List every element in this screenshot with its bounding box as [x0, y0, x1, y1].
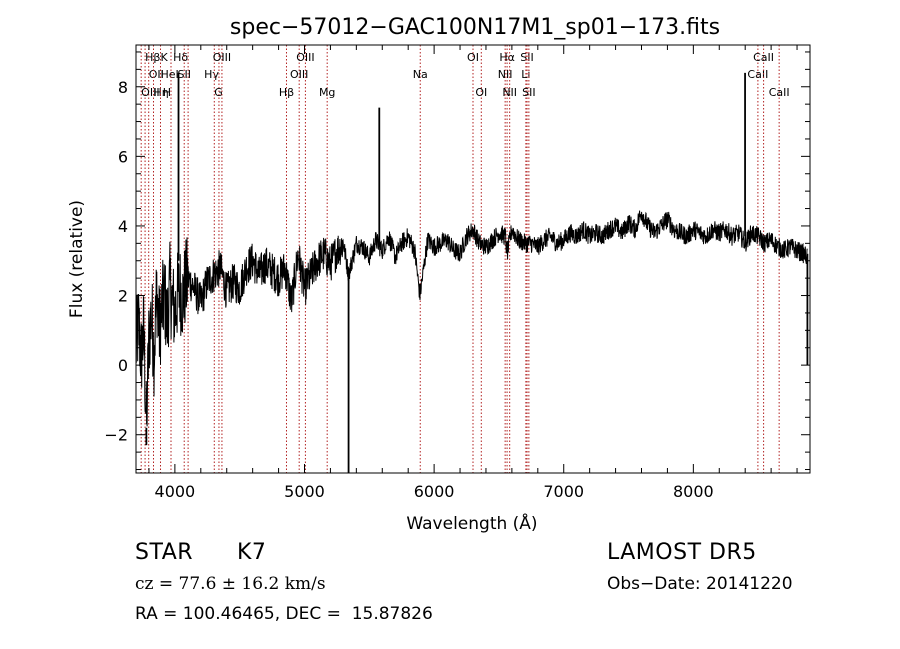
- line-marker-label: OIII: [290, 68, 308, 81]
- x-tick-label: 5000: [284, 482, 325, 501]
- sky-coordinates: RA = 100.46465, DEC = 15.87826: [135, 604, 433, 624]
- line-marker-label: OIII: [296, 51, 314, 64]
- y-tick-label: 8: [118, 78, 128, 97]
- x-tick-label: 4000: [155, 482, 196, 501]
- line-marker-label: Hα: [499, 51, 515, 64]
- y-tick-label: −2: [104, 426, 128, 445]
- line-marker-label: CaII: [769, 86, 790, 99]
- y-tick-label: 4: [118, 217, 128, 236]
- line-marker-label: OI: [475, 86, 487, 99]
- observation-date: Obs−Date: 20141220: [607, 574, 793, 594]
- line-marker-label: CaII: [747, 68, 768, 81]
- chart-title: spec−57012−GAC100N17M1_sp01−173.fits: [230, 15, 720, 40]
- object-subclass: K7: [237, 540, 267, 565]
- plot-frame: [135, 44, 811, 474]
- y-tick-label: 2: [118, 287, 128, 306]
- y-tick-label: 0: [118, 356, 128, 375]
- line-marker-label: SII: [177, 68, 190, 81]
- line-marker-label: Mg: [319, 86, 335, 99]
- spectrum-trace: [135, 72, 809, 473]
- x-tick-label: 8000: [673, 482, 714, 501]
- line-marker-label: Hη: [153, 86, 168, 99]
- y-tick-label: 6: [118, 147, 128, 166]
- axes: 4000 5000 6000 7000 8000 −2 0 2 4 6 8: [104, 45, 810, 501]
- line-marker-label: Hδ: [173, 51, 188, 64]
- line-marker-label: G: [214, 86, 223, 99]
- line-marker-label: NII: [502, 86, 517, 99]
- line-marker-label: NII: [498, 68, 513, 81]
- line-marker-label: OIII: [213, 51, 231, 64]
- line-marker-label: SII: [520, 51, 533, 64]
- y-axis-label: Flux (relative): [67, 200, 87, 318]
- line-marker-label: SII: [522, 86, 535, 99]
- spectrum-line: [135, 210, 808, 427]
- line-marker-label: OIII: [141, 86, 159, 99]
- survey-name: LAMOST DR5: [607, 540, 757, 565]
- x-tick-label: 7000: [543, 482, 584, 501]
- line-marker-label: H: [163, 86, 171, 99]
- line-marker-label: Hγ: [204, 68, 219, 81]
- line-marker-label: HeI: [160, 68, 178, 81]
- line-marker-label: Hβ: [279, 86, 294, 99]
- line-marker-label: OI: [467, 51, 479, 64]
- line-marker-label: CaII: [753, 51, 774, 64]
- x-axis-label: Wavelength (Å): [406, 512, 537, 534]
- line-marker-label: Li: [521, 68, 530, 81]
- object-class: STAR: [135, 540, 194, 565]
- line-marker-label: Na: [413, 68, 428, 81]
- line-marker-label: K: [160, 51, 168, 64]
- redshift-velocity: cz = 77.6 ± 16.2 km/s: [135, 574, 326, 594]
- line-marker-label: Hβ: [145, 51, 160, 64]
- x-tick-label: 6000: [414, 482, 455, 501]
